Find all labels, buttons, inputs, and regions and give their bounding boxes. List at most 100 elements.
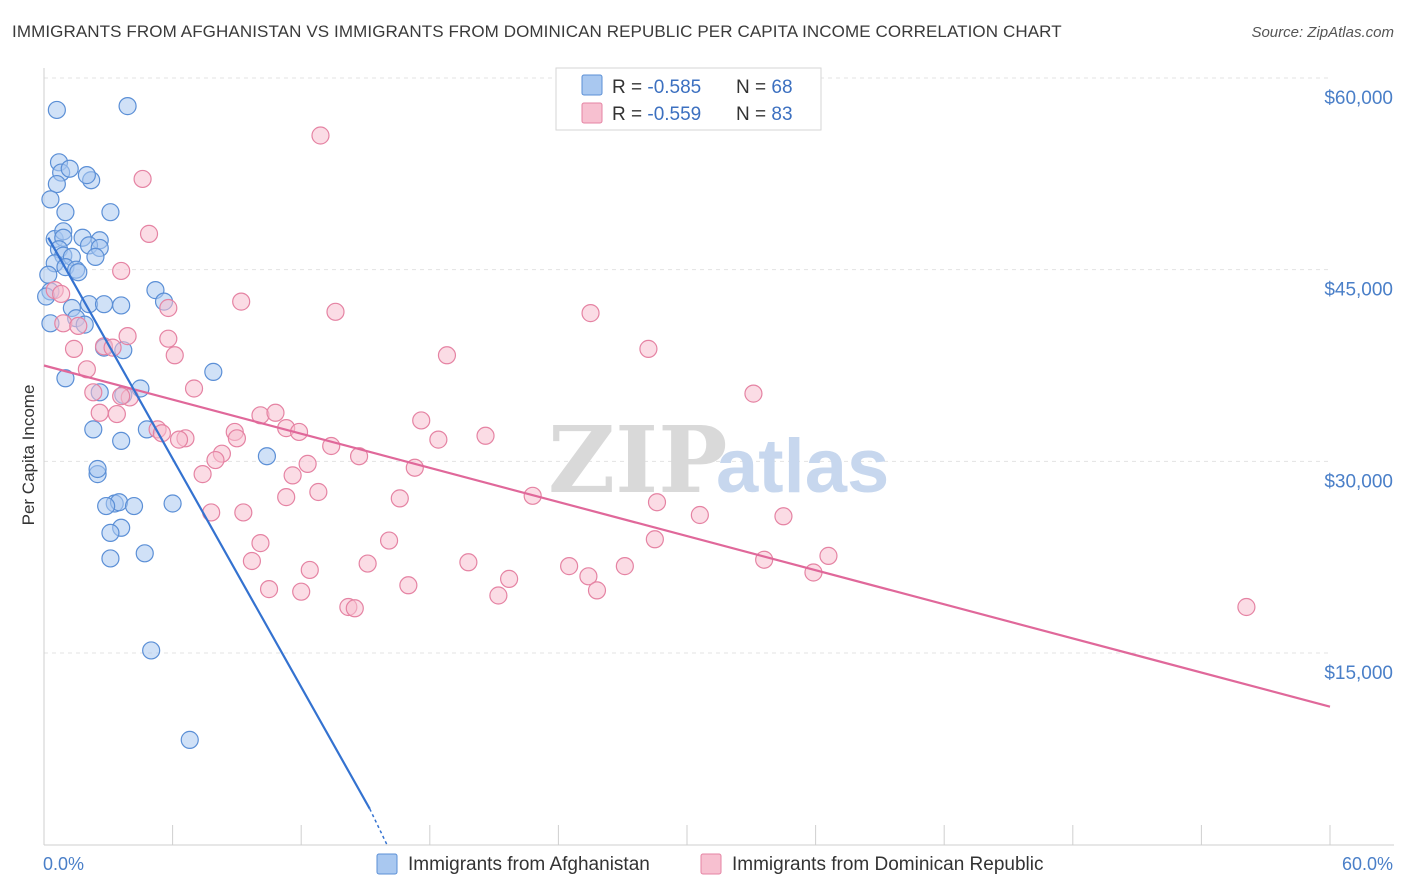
data-point — [52, 284, 71, 304]
data-point — [184, 379, 204, 398]
data-point — [437, 346, 457, 365]
data-point — [84, 383, 103, 402]
data-point — [139, 224, 159, 243]
y-axis-title: Per Capita Income — [19, 385, 38, 526]
data-point — [459, 553, 478, 572]
data-point — [560, 557, 579, 576]
data-point — [41, 190, 60, 209]
trend-line-dominican — [43, 364, 1331, 708]
data-point — [60, 159, 79, 178]
data-point — [500, 569, 519, 588]
data-point — [112, 387, 131, 406]
data-point — [804, 563, 823, 582]
data-point — [283, 466, 302, 485]
data-point — [292, 582, 311, 601]
data-point — [90, 403, 109, 422]
data-point — [56, 369, 75, 388]
data-point — [259, 580, 279, 599]
data-point — [345, 599, 364, 618]
data-point — [234, 503, 253, 522]
data-point — [112, 261, 131, 281]
data-point — [615, 557, 634, 576]
bottom-legend-swatch-afghanistan — [376, 853, 398, 875]
bottom-legend-label-afghanistan: Immigrants from Afghanistan — [408, 854, 650, 875]
data-point — [101, 549, 120, 568]
series-legend: Immigrants from Afghanistan Immigrants f… — [376, 853, 1044, 875]
data-point — [476, 426, 495, 445]
data-point — [819, 546, 838, 565]
chart-title: IMMIGRANTS FROM AFGHANISTAN VS IMMIGRANT… — [12, 22, 1062, 41]
data-point — [47, 174, 66, 194]
y-tick-label: $15,000 — [1324, 663, 1393, 684]
data-point — [277, 488, 296, 507]
data-point — [77, 166, 96, 185]
trend-line-afghanistan-extension — [369, 808, 388, 845]
x-tick-label-max: 60.0% — [1342, 854, 1393, 874]
x-tick-label-min: 0.0% — [43, 854, 84, 874]
data-point — [587, 581, 607, 600]
source-label: Source: ZipAtlas.com — [1251, 24, 1394, 41]
data-point — [169, 430, 189, 449]
y-tick-label: $30,000 — [1324, 471, 1393, 492]
data-point — [159, 298, 178, 318]
data-point — [251, 534, 270, 553]
bottom-legend-label-dominican: Immigrants from Dominican Republic — [732, 854, 1044, 875]
legend-swatch-dominican — [581, 102, 603, 124]
legend-n-dominican: 83 — [771, 104, 792, 125]
data-point — [242, 551, 262, 571]
data-point — [690, 505, 709, 525]
data-point — [257, 447, 277, 466]
data-point — [755, 550, 774, 569]
data-point — [94, 295, 114, 314]
data-point — [97, 496, 116, 516]
legend-r-dominican: -0.559 — [647, 104, 701, 125]
series-afghanistan-points — [37, 97, 277, 749]
data-point — [124, 496, 144, 516]
data-point — [56, 203, 75, 222]
data-point — [64, 339, 84, 358]
data-point — [204, 362, 223, 381]
data-point — [107, 404, 126, 424]
data-point — [88, 459, 107, 479]
data-point — [412, 411, 431, 430]
data-point — [135, 544, 154, 563]
legend-n-afghanistan: 68 — [771, 77, 792, 98]
data-point — [579, 567, 598, 586]
data-point — [399, 576, 418, 595]
data-point — [489, 586, 508, 605]
grid-lines — [44, 77, 1330, 654]
data-point — [47, 100, 66, 120]
svg-text:R = -0.559: R = -0.559 — [612, 104, 701, 125]
data-point — [390, 489, 409, 508]
data-point — [266, 403, 285, 422]
data-point — [232, 292, 251, 311]
watermark: ZIP atlas — [548, 406, 889, 514]
y-tick-label: $45,000 — [1324, 280, 1393, 301]
data-point — [227, 429, 246, 448]
data-point — [193, 465, 212, 484]
data-point — [39, 265, 58, 284]
data-point — [69, 263, 88, 282]
data-point — [1237, 597, 1256, 617]
svg-text:R = -0.585: R = -0.585 — [612, 77, 701, 98]
data-point — [165, 346, 184, 365]
data-point — [349, 447, 369, 466]
data-point — [118, 97, 137, 116]
data-point — [112, 296, 131, 315]
data-point — [639, 339, 658, 358]
data-point — [133, 169, 152, 189]
data-point — [159, 329, 178, 348]
data-point — [379, 531, 399, 550]
series-dominican-points — [45, 126, 1256, 618]
data-point — [429, 430, 448, 449]
legend-swatch-afghanistan — [581, 74, 603, 96]
data-point — [142, 641, 161, 660]
data-point — [326, 302, 345, 321]
data-point — [298, 454, 317, 473]
data-point — [112, 431, 131, 450]
data-point — [309, 482, 328, 502]
data-point — [180, 730, 199, 749]
trend-line-afghanistan — [47, 237, 371, 810]
data-point — [69, 316, 88, 335]
